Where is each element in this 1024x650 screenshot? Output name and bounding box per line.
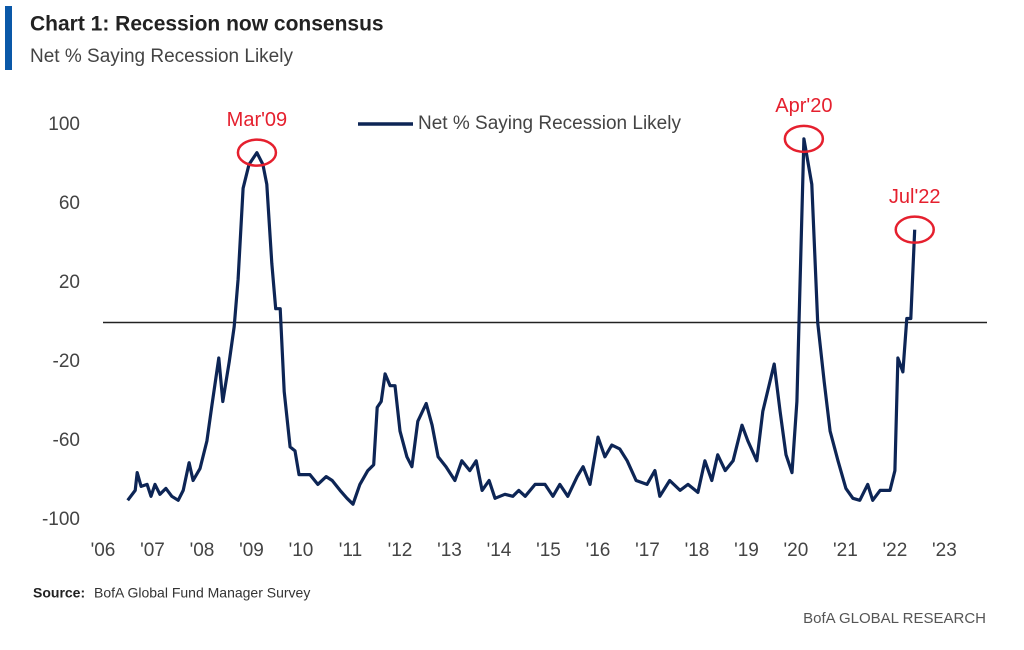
chart-subtitle: Net % Saying Recession Likely bbox=[30, 46, 293, 67]
legend-label: Net % Saying Recession Likely bbox=[418, 113, 681, 134]
x-tick-label: '13 bbox=[437, 540, 462, 561]
y-tick-label: 60 bbox=[59, 193, 80, 214]
y-tick-label: -100 bbox=[42, 509, 80, 530]
annotation-label: Apr'20 bbox=[775, 95, 832, 117]
chart-title: Chart 1: Recession now consensus bbox=[30, 13, 384, 36]
x-tick-label: '10 bbox=[289, 540, 314, 561]
series-line bbox=[126, 137, 917, 506]
annotation-label: Mar'09 bbox=[227, 109, 288, 131]
x-tick-label: '06 bbox=[91, 540, 116, 561]
x-tick-label: '20 bbox=[784, 540, 809, 561]
x-tick-label: '18 bbox=[685, 540, 710, 561]
x-tick-label: '09 bbox=[239, 540, 264, 561]
x-tick-label: '19 bbox=[734, 540, 759, 561]
y-tick-label: -20 bbox=[53, 351, 80, 372]
x-tick-label: '11 bbox=[339, 540, 362, 561]
annotation-circle bbox=[894, 215, 935, 244]
x-tick-label: '23 bbox=[932, 540, 957, 561]
source: BofA Global Fund Manager Survey bbox=[94, 585, 310, 601]
y-tick-label: 20 bbox=[59, 272, 80, 293]
y-tick-label: -60 bbox=[53, 430, 80, 451]
x-tick-label: '17 bbox=[635, 540, 660, 561]
x-tick-label: '07 bbox=[140, 540, 165, 561]
x-tick-label: '12 bbox=[388, 540, 413, 561]
title-accent bbox=[5, 6, 12, 70]
footer: BofA GLOBAL RESEARCH bbox=[803, 610, 986, 627]
x-tick-label: '16 bbox=[586, 540, 611, 561]
annotation-label: Jul'22 bbox=[889, 186, 941, 208]
annotation-circle bbox=[783, 124, 825, 154]
annotation-circle bbox=[236, 138, 278, 167]
x-tick-label: '08 bbox=[190, 540, 215, 561]
x-tick-label: '21 bbox=[833, 540, 858, 561]
x-tick-label: '14 bbox=[487, 540, 512, 561]
x-tick-label: '22 bbox=[883, 540, 908, 561]
source-label: Source: bbox=[33, 585, 85, 601]
y-tick-label: 100 bbox=[48, 114, 80, 135]
x-tick-label: '15 bbox=[536, 540, 561, 561]
